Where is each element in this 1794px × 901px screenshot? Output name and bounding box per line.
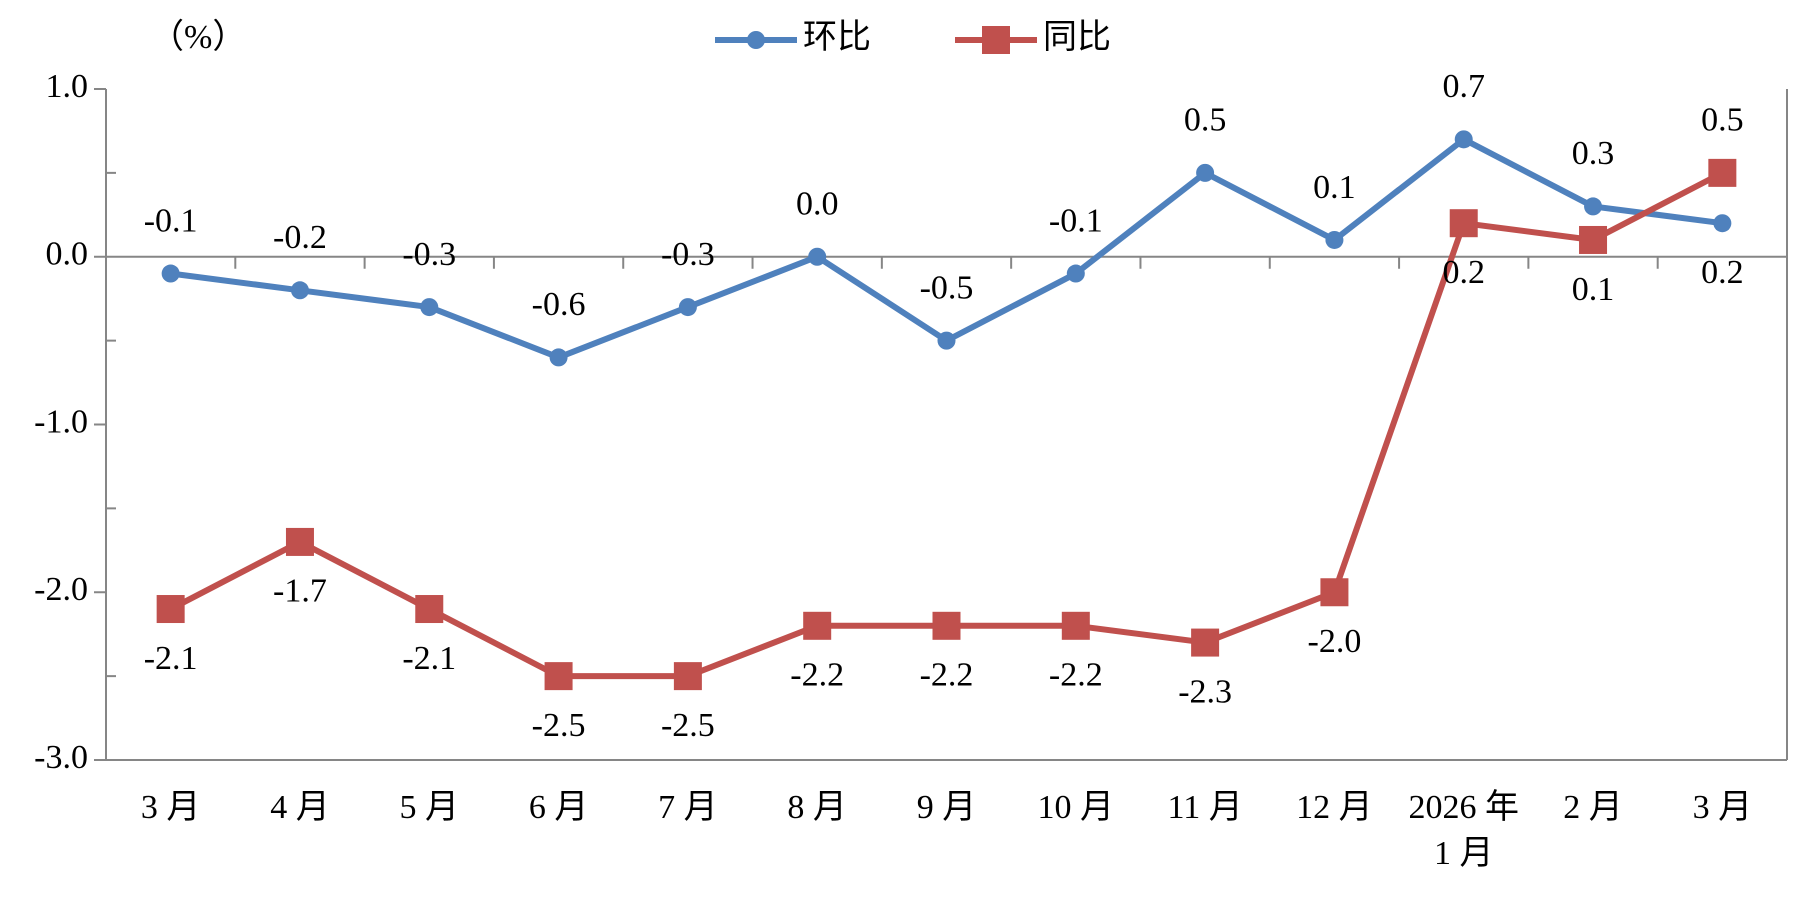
x-tick-label: 12 月	[1296, 789, 1373, 826]
marker	[1708, 158, 1737, 187]
data-label: -0.6	[532, 286, 586, 323]
data-label: 0.0	[796, 186, 839, 223]
data-label: 0.5	[1701, 102, 1744, 139]
x-tick-label: 2026 年 1 月	[1408, 789, 1519, 872]
y-tick-label: 1.0	[46, 68, 89, 105]
data-label: -2.5	[532, 707, 586, 744]
data-label: -2.1	[402, 640, 456, 677]
x-tick-label: 11 月	[1167, 789, 1243, 826]
marker	[420, 298, 439, 317]
marker	[161, 264, 180, 283]
data-label: -2.2	[1049, 657, 1103, 694]
data-label: -2.2	[920, 657, 974, 694]
x-tick-label-box: 2026 年 1 月	[1408, 789, 1519, 872]
marker	[1449, 209, 1478, 238]
data-label: 0.3	[1572, 135, 1615, 172]
marker	[1191, 628, 1220, 657]
data-label: -2.1	[144, 640, 198, 677]
x-tick-label-box: 3 月	[1692, 789, 1753, 826]
x-tick-label: 5 月	[399, 789, 460, 826]
legend-label: 同比	[1043, 19, 1111, 56]
data-label: -0.3	[402, 236, 456, 273]
marker	[1066, 264, 1085, 283]
x-tick-label-box: 7 月	[658, 789, 718, 826]
marker	[290, 281, 309, 300]
marker	[673, 662, 702, 691]
x-tick-label-box: 2 月	[1563, 789, 1623, 826]
x-tick-label: 3 月	[1692, 789, 1753, 826]
data-label: 0.1	[1313, 169, 1356, 206]
data-label: -0.1	[144, 202, 198, 239]
marker	[808, 247, 827, 266]
data-label: -2.2	[790, 657, 844, 694]
x-tick-label: 8 月	[787, 789, 847, 826]
marker	[549, 348, 568, 367]
x-tick-label-box: 10 月	[1037, 789, 1115, 826]
data-label: -2.3	[1178, 673, 1232, 710]
x-tick-label-box: 4 月	[270, 789, 330, 826]
data-label: -0.3	[661, 236, 715, 273]
data-label: 0.2	[1442, 254, 1485, 291]
y-tick-label: -2.0	[34, 571, 88, 608]
x-tick-label-box: 8 月	[787, 789, 847, 826]
legend-marker	[982, 26, 1010, 54]
marker	[1196, 163, 1215, 182]
marker	[803, 611, 832, 640]
marker	[932, 611, 961, 640]
marker	[415, 595, 444, 624]
x-tick-label: 6 月	[528, 789, 589, 826]
x-tick-label-box: 12 月	[1296, 789, 1373, 826]
x-tick-label: 9 月	[916, 789, 977, 826]
marker	[1584, 197, 1603, 216]
x-tick-label: 10 月	[1037, 789, 1115, 826]
marker	[1320, 578, 1349, 607]
marker	[156, 595, 185, 624]
marker	[1325, 230, 1344, 249]
data-label: 0.2	[1701, 254, 1744, 291]
data-label: 0.5	[1184, 102, 1227, 139]
x-tick-label-box: 6 月	[528, 789, 589, 826]
legend-label: 环比	[803, 19, 871, 56]
marker	[1061, 611, 1090, 640]
marker	[544, 662, 573, 691]
y-tick-label: -3.0	[34, 739, 88, 776]
legend-marker	[747, 31, 765, 49]
x-tick-label: 2 月	[1563, 789, 1623, 826]
marker	[937, 331, 956, 350]
marker	[285, 527, 314, 556]
marker	[678, 298, 697, 317]
x-tick-label-box: 11 月	[1167, 789, 1243, 826]
data-label: -2.0	[1308, 623, 1362, 660]
marker	[1454, 130, 1473, 149]
x-tick-label: 3 月	[140, 789, 201, 826]
x-tick-label: 4 月	[270, 789, 330, 826]
data-label: -2.5	[661, 707, 715, 744]
x-tick-label: 7 月	[658, 789, 718, 826]
x-tick-label-box: 3 月	[140, 789, 201, 826]
marker	[1579, 225, 1608, 254]
data-label: -1.7	[273, 573, 327, 610]
data-label: 0.1	[1572, 271, 1615, 308]
y-axis-unit: （%）	[150, 18, 246, 56]
x-tick-label-box: 9 月	[916, 789, 977, 826]
data-label: -0.2	[273, 219, 327, 256]
y-tick-label: 0.0	[46, 236, 89, 273]
x-tick-label-box: 5 月	[399, 789, 460, 826]
data-label: 0.7	[1442, 68, 1485, 105]
data-label: -0.5	[920, 269, 974, 306]
marker	[1713, 214, 1732, 233]
y-tick-label: -1.0	[34, 403, 88, 440]
data-label: -0.1	[1049, 202, 1103, 239]
